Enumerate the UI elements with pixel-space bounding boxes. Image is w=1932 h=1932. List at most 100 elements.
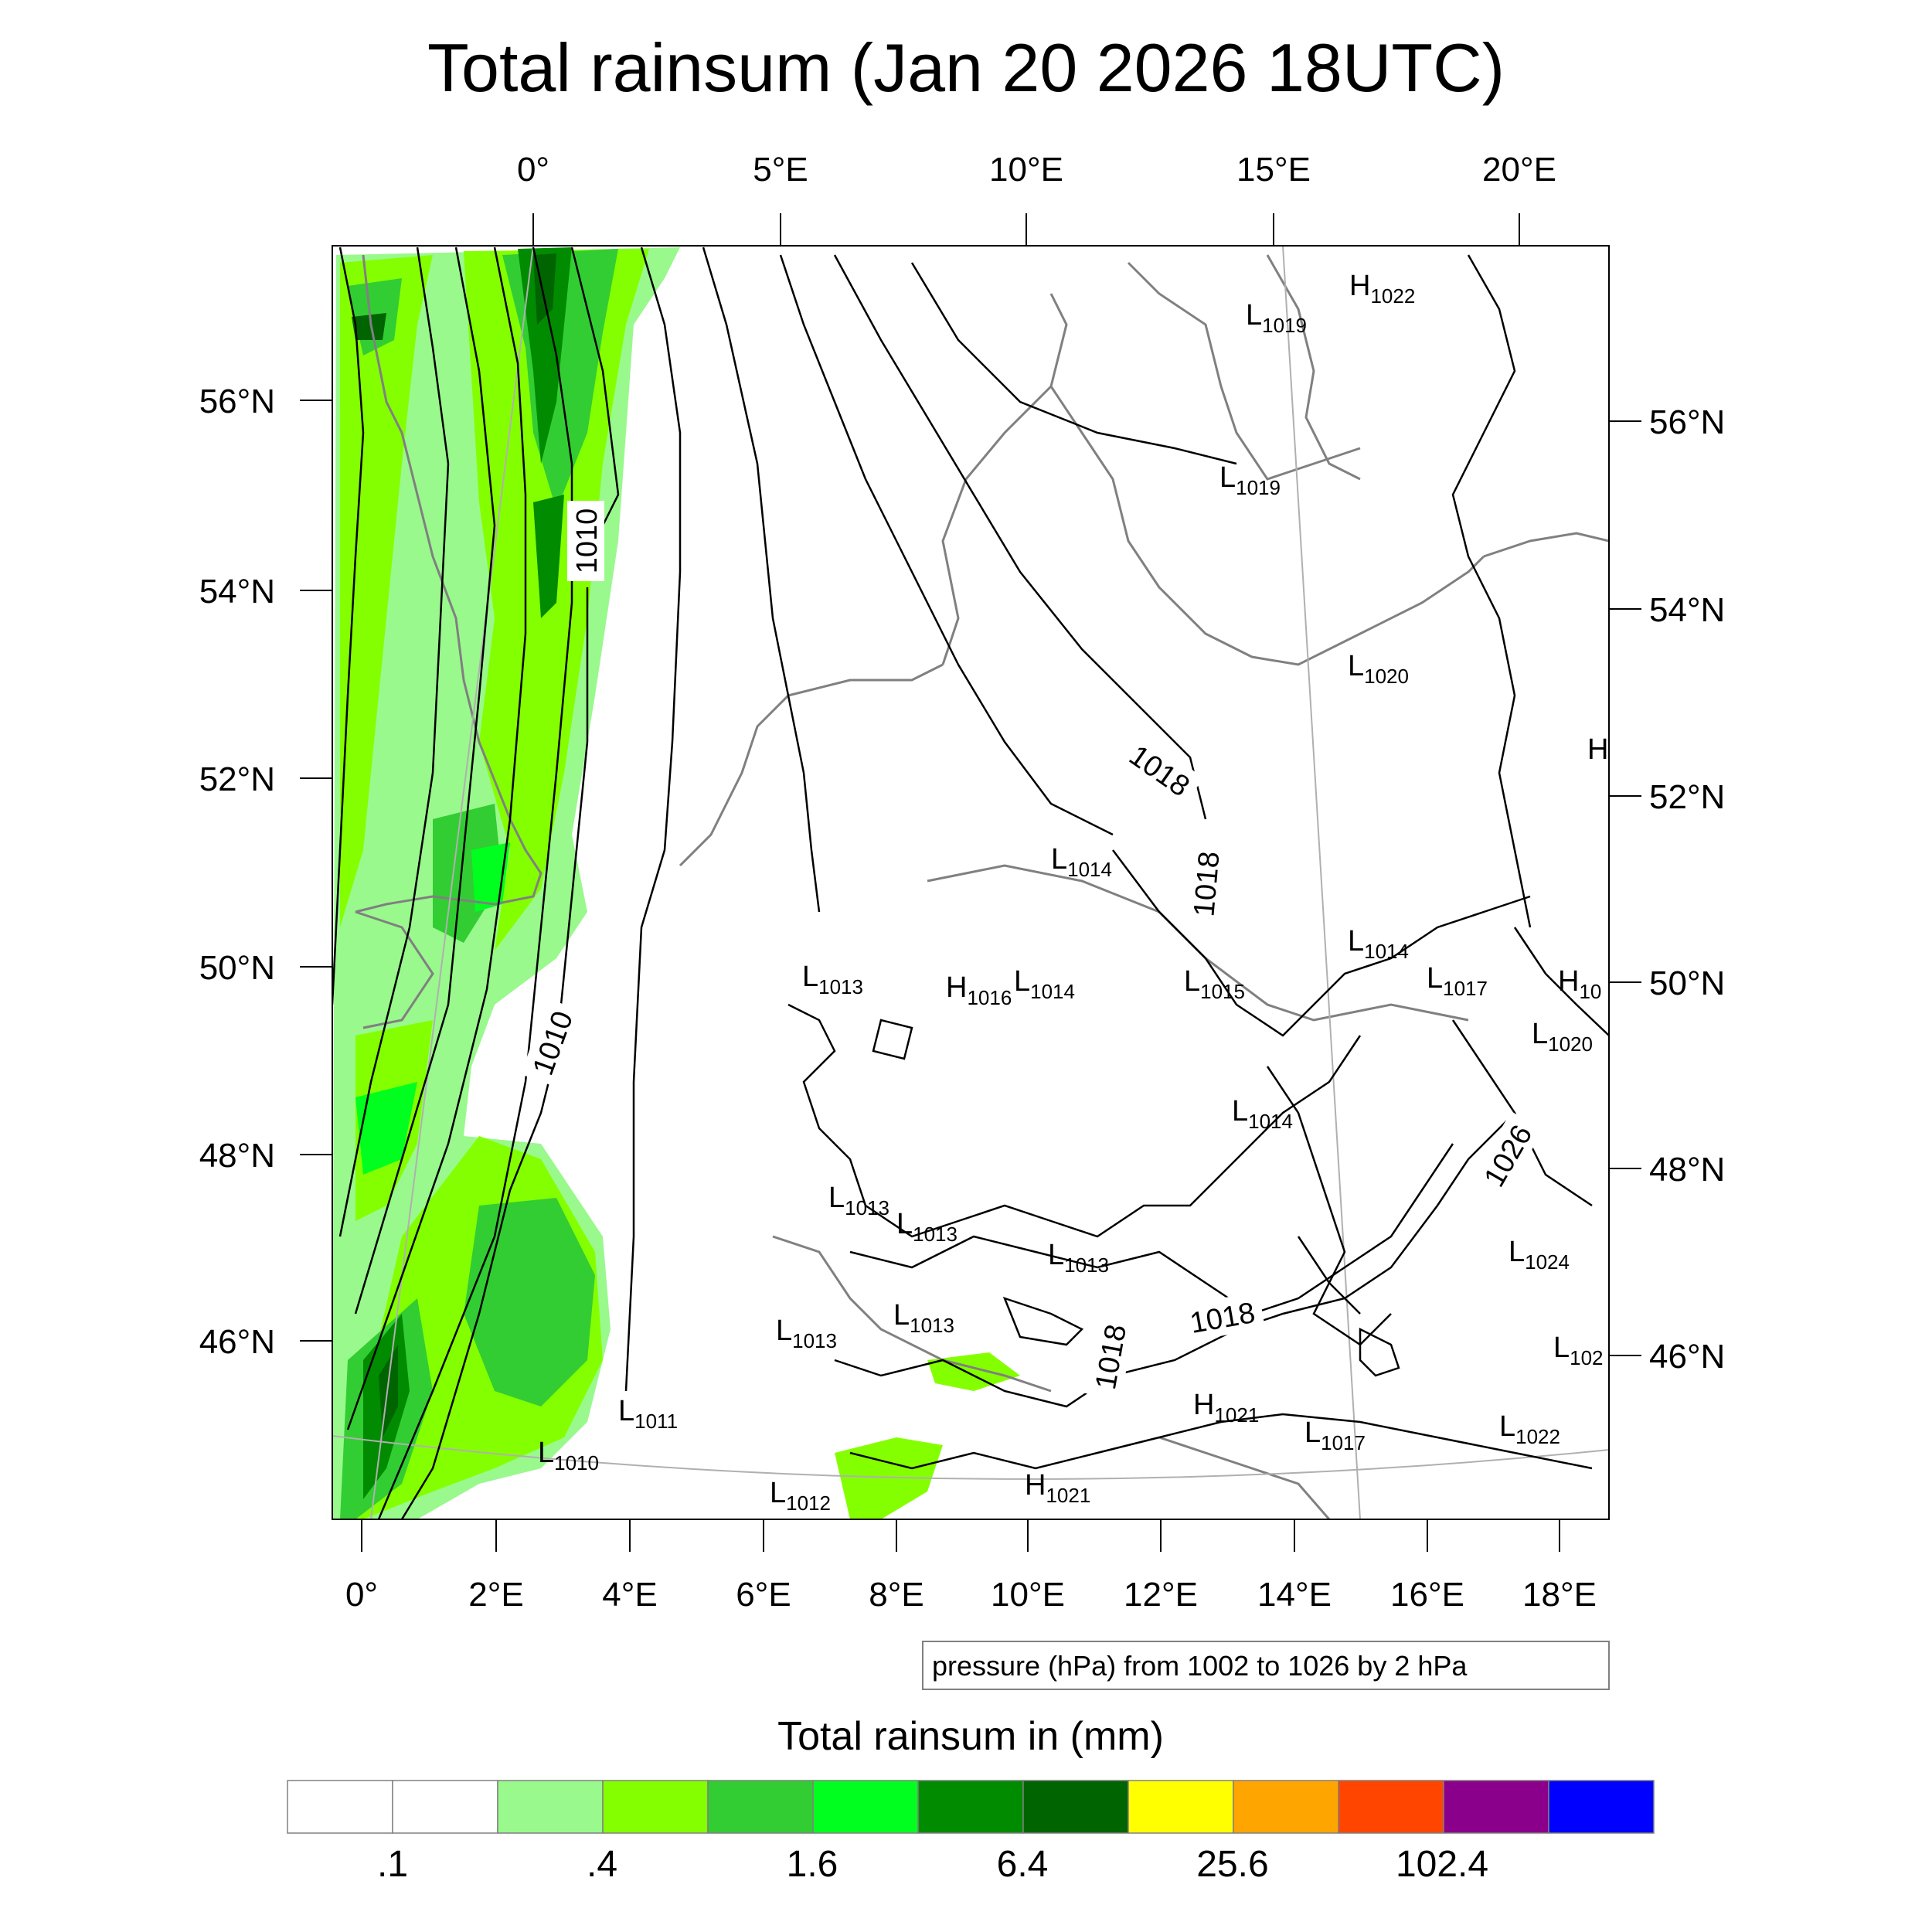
colorbar-swatch [602,1780,709,1834]
isobar [346,247,527,1430]
top-axis-labels: 0° 5°E 10°E 15°E 20°E [517,151,1556,189]
pressure-center-label: L1020 [1532,1018,1593,1056]
isobar [1002,1296,1084,1346]
colorbar-swatch [812,1780,919,1834]
isobar [1359,1327,1400,1377]
coastline [1127,261,1361,481]
tick-label: 18°E [1522,1576,1597,1614]
right-axis-labels: 56°N 54°N 52°N 50°N 48°N 46°N [1649,403,1725,1376]
pressure-center-label: H1016 [946,971,1012,1009]
colorbar-swatch [392,1780,498,1834]
pressure-center-label: L1014 [1051,843,1112,881]
isobar [849,1413,1593,1470]
isobar [1266,1066,1392,1346]
isobars [332,247,1609,1519]
isobar [570,247,620,542]
colorbar-label: .4 [587,1844,617,1885]
isobar [834,1112,1515,1408]
tick-label: 6°E [736,1576,791,1614]
tick-label: 50°N [1649,964,1725,1002]
coastline [1483,532,1609,558]
pressure-center-label: L1013 [1048,1239,1109,1277]
rain-area [355,1082,417,1175]
colorbar-swatch [1233,1780,1339,1834]
tick-marks [300,213,1641,1552]
isobar [354,247,496,1315]
tick-label: 10°E [989,151,1063,189]
pressure-center-label: L1013 [776,1315,837,1352]
isobar [872,1019,913,1060]
pressure-center-label: L1019 [1219,461,1281,499]
pressure-center-label: L1013 [893,1299,954,1337]
colorbar [287,1780,1655,1834]
pressure-center-label: L1013 [802,961,863,998]
pressure-center-label: L1019 [1246,299,1307,337]
colorbar-label: 25.6 [1196,1844,1268,1885]
pressure-center-label: L1014 [1014,965,1075,1003]
pressure-center-label: H1021 [1025,1469,1090,1507]
colorbar-label: 102.4 [1396,1844,1488,1885]
tick-label: 46°N [199,1323,275,1361]
pressure-center-label: L1013 [896,1208,957,1246]
pressure-center-label: L1014 [1348,925,1409,963]
pressure-center-label: L1020 [1348,650,1409,688]
rain-area [379,1345,398,1437]
colorbar-label: .1 [377,1844,408,1885]
pressure-center-label: L102 [1553,1332,1604,1369]
border [1158,1436,1331,1519]
pressure-center-label: L1010 [538,1437,599,1475]
tick-label: 50°N [199,949,275,987]
isobar [332,247,365,1005]
colorbar-swatch [917,1780,1024,1834]
isobar [787,1003,1362,1238]
tick-label: 48°N [1649,1151,1725,1189]
pressure-center-label: H10 [1558,965,1601,1003]
pressure-center-label: L1014 [1232,1095,1293,1133]
contour-info-box [922,1641,1610,1690]
tick-label: 52°N [1649,778,1725,816]
tick-label: 56°N [199,383,275,420]
colorbar-swatch [1338,1780,1444,1834]
tick-label: 8°E [869,1576,923,1614]
tick-label: 54°N [199,573,275,611]
coastline [355,910,434,1029]
coastline [355,254,543,913]
tick-label: 56°N [1649,403,1725,441]
colorbar-label: 1.6 [787,1844,838,1885]
pressure-center-label: H [1587,733,1608,766]
contour-label: 1018 [1188,850,1226,918]
pressure-center-label: H1022 [1349,270,1415,308]
pressure-center-label: H1021 [1193,1389,1259,1427]
map-frame [332,245,1610,1520]
tick-label: 10°E [991,1576,1065,1614]
tick-label: 15°E [1236,151,1311,189]
coastline [941,293,1068,665]
rain-area [835,1437,943,1519]
meridian-line [370,246,534,1519]
tick-label: 14°E [1257,1576,1332,1614]
coastline [1049,386,1485,666]
tick-label: 12°E [1124,1576,1198,1614]
tick-label: 54°N [1649,591,1725,629]
tick-label: 0° [345,1576,378,1614]
tick-label: 0° [517,151,549,189]
contour-info-text: pressure (hPa) from 1002 to 1026 by 2 hP… [932,1650,1468,1682]
isobar [1451,1019,1593,1207]
colorbar-swatch [707,1780,814,1834]
isobar [1297,1236,1361,1315]
colorbar-title: Total rainsum in (mm) [777,1714,1164,1759]
pressure-center-label: L1011 [618,1395,678,1433]
isobar [624,247,682,1392]
pressure-centers: H1022 L1019 L1019 L1020 H L1014 L1014 L1… [538,270,1608,1515]
colorbar-swatch [1128,1780,1234,1834]
colorbar-label: 6.4 [997,1844,1049,1885]
pressure-center-label: L1022 [1499,1410,1560,1448]
bottom-axis-labels: 0° 2°E 4°E 6°E 8°E 10°E 12°E 14°E 16°E 1… [345,1576,1597,1614]
pressure-center-label: L1017 [1427,962,1488,1000]
tick-label: 52°N [199,760,275,798]
pressure-center-label: L1024 [1509,1236,1570,1274]
isobar [338,247,450,1237]
border [772,1235,1052,1393]
isobar [833,254,1207,820]
tick-label: 46°N [1649,1338,1725,1376]
